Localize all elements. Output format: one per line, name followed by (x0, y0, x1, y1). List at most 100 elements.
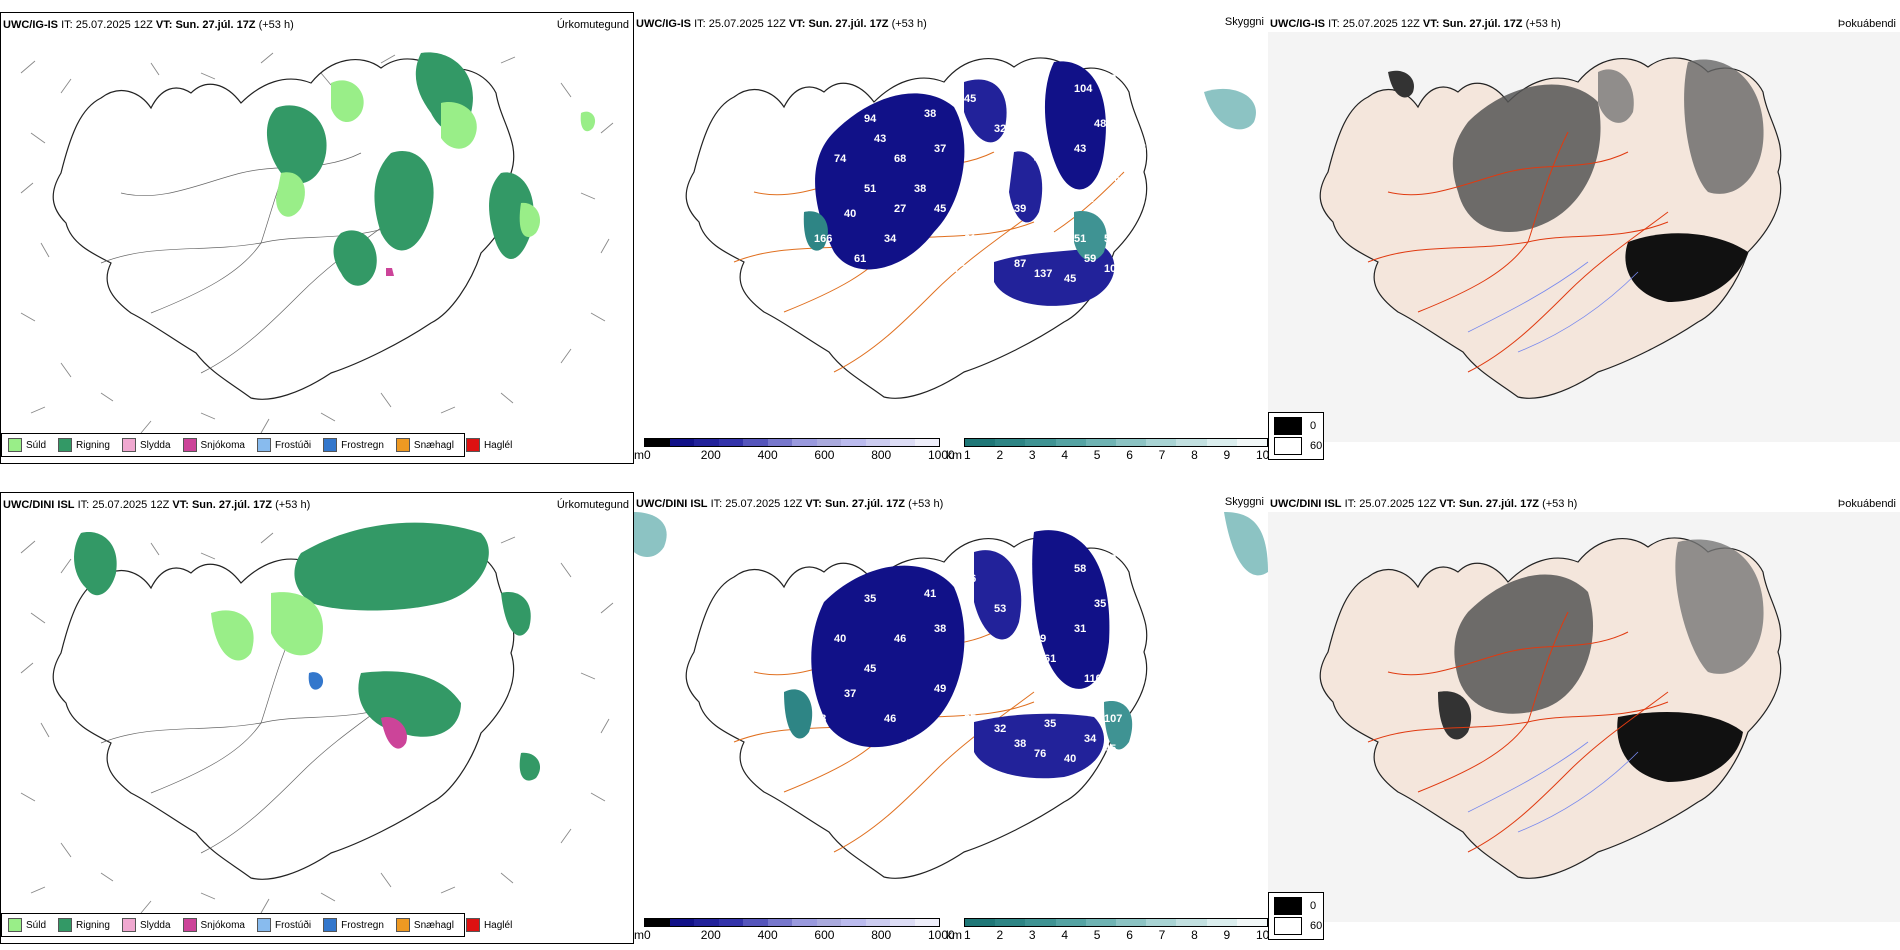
visibility-value-label: 61 (964, 233, 976, 245)
fog-swatch-0 (1274, 417, 1302, 435)
header-row1-precip: UWC/IG-IS IT: 25.07.2025 12Z VT: Sun. 27… (3, 19, 294, 31)
visibility-panel-row1: 94 38 45 32 104 52 48 43 35 37 68 51 40 34 45 48 49 39 78 4… (634, 12, 1268, 464)
init-time: 25.07.2025 12Z (1359, 498, 1437, 510)
visibility-value-label: 76 (1034, 748, 1046, 760)
colorbar-tick-label: 600 (814, 448, 835, 462)
legend-label: Frostúði (274, 439, 312, 451)
colorbar-tick-label: 7 (1158, 448, 1166, 462)
roads (1367, 611, 1669, 853)
colorbar-segment (669, 919, 694, 926)
colorbar-tick-label: 800 (871, 928, 892, 942)
colorbar-segment (1116, 439, 1147, 446)
colorbar-unit: km (946, 928, 962, 942)
visibility-value-label: 45 (1064, 273, 1076, 285)
visibility-value-label: 73 (954, 263, 966, 275)
colorbar-tick-label: 10 (1256, 928, 1268, 942)
it-label: IT: (694, 18, 706, 30)
model-name: UWC/DINI ISL (1270, 498, 1342, 510)
legend-item-3: Snjókoma (182, 918, 245, 932)
colorbar-tick-label: 9 (1223, 928, 1231, 942)
legend-item-5: Frostregn (323, 438, 384, 452)
legend-swatch (395, 438, 410, 452)
visibility-value-label: 46 (894, 633, 906, 645)
colorbar-segment (718, 439, 743, 446)
colorbar-segment (1055, 919, 1086, 926)
visibility-value-label: 45 (934, 203, 946, 215)
legend-label: Snæhagl (413, 439, 454, 451)
fog-swatch-60 (1274, 437, 1302, 455)
visibility-value-label: 104 (1104, 263, 1123, 275)
visibility-value-label: 41 (1024, 103, 1036, 115)
visibility-value-label: 35 (1044, 718, 1056, 730)
colorbar-segment (914, 439, 939, 446)
colorbar-segment (1025, 919, 1056, 926)
init-time: 25.07.2025 12Z (92, 499, 170, 511)
visibility-value-label: 51 (1104, 233, 1116, 245)
visibility-value-label: 59 (1084, 253, 1096, 265)
fog-legend-label: 60 (1310, 440, 1323, 452)
init-time: 25.07.2025 12Z (708, 18, 786, 30)
colorbar-tick-label: 1 (964, 928, 971, 942)
visibility-value-label: 38 (924, 108, 936, 120)
visibility-value-label: 38 (934, 623, 946, 635)
valid-time: Sun. 27.júl. 17Z (824, 498, 906, 510)
iceland-outline (52, 538, 515, 880)
it-label: IT: (1328, 18, 1340, 30)
colorbar-segment (1025, 439, 1056, 446)
lead-time: (+53 h) (908, 498, 944, 510)
header-row2-precip: UWC/DINI ISL IT: 25.07.2025 12Z VT: Sun.… (3, 499, 310, 511)
visibility-value-label: 70 (1124, 203, 1136, 215)
fog-swatch-0 (1274, 897, 1302, 915)
it-label: IT: (61, 19, 73, 31)
visibility-value-label: 166 (814, 233, 832, 245)
rivers (1467, 741, 1639, 833)
fog-areas-row1 (1388, 59, 1764, 302)
legend-item-6: Snæhagl (395, 918, 454, 932)
visibility-value-label: 40 (844, 208, 856, 220)
colorbar-segment (669, 439, 694, 446)
visibility-value-label: 46 (964, 573, 976, 585)
legend-label: Snæhagl (413, 919, 454, 931)
colorbar-strip (644, 918, 940, 927)
colorbar-tick-label: 10 (1256, 448, 1268, 462)
legend-swatch (182, 918, 197, 932)
visibility-value-label: 47 (1084, 193, 1096, 205)
legend-item-5: Frostregn (323, 918, 384, 932)
legend-item-0: Súld (8, 438, 46, 452)
colorbar-segment (694, 439, 719, 446)
header-row1-visibility: UWC/IG-IS IT: 25.07.2025 12Z VT: Sun. 27… (636, 18, 927, 30)
legend-swatch (8, 438, 22, 452)
legend-swatch (121, 918, 136, 932)
visibility-value-label: 49 (1034, 153, 1046, 165)
colorbar-strip (644, 438, 940, 447)
legend-label: Súld (26, 439, 47, 451)
legend-swatch (395, 918, 410, 932)
lead-time: (+53 h) (891, 18, 927, 30)
lead-time: (+53 h) (258, 19, 294, 31)
colorbar-segment (645, 919, 670, 926)
visibility-value-label: 46 (884, 713, 896, 725)
visibility-value-label: 107 (1104, 713, 1122, 725)
visibility-value-label: 31 (1074, 623, 1086, 635)
colorbar-segment (1206, 439, 1237, 446)
visibility-value-label: 37 (934, 143, 946, 155)
colorbar-tick-label: 8 (1191, 928, 1198, 942)
colorbar-tick-label: 400 (757, 448, 778, 462)
visibility-value-label: 45 (864, 663, 876, 675)
fog-legend: 0 60 (1268, 892, 1324, 940)
model-name: UWC/IG-IS (636, 18, 691, 30)
precip-type-panel-row2: UWC/DINI ISL IT: 25.07.2025 12Z VT: Sun.… (0, 492, 634, 944)
colorbar-segment (890, 919, 915, 926)
legend-swatch (58, 438, 73, 452)
legend-swatch (58, 918, 73, 932)
model-name: UWC/DINI ISL (3, 499, 75, 511)
fog-legend: 0 60 (1268, 412, 1324, 460)
visibility-value-label: 51 (864, 183, 876, 195)
visibility-value-label: 32 (994, 123, 1006, 135)
fog-legend-label: 0 (1310, 900, 1317, 912)
colorbar-unit: m (634, 448, 644, 462)
vt-label: VT: (1439, 498, 1456, 510)
visibility-value-label: 35 (864, 593, 876, 605)
legend-item-7: Haglél (465, 438, 512, 452)
legend-label: Frostregn (341, 919, 384, 931)
